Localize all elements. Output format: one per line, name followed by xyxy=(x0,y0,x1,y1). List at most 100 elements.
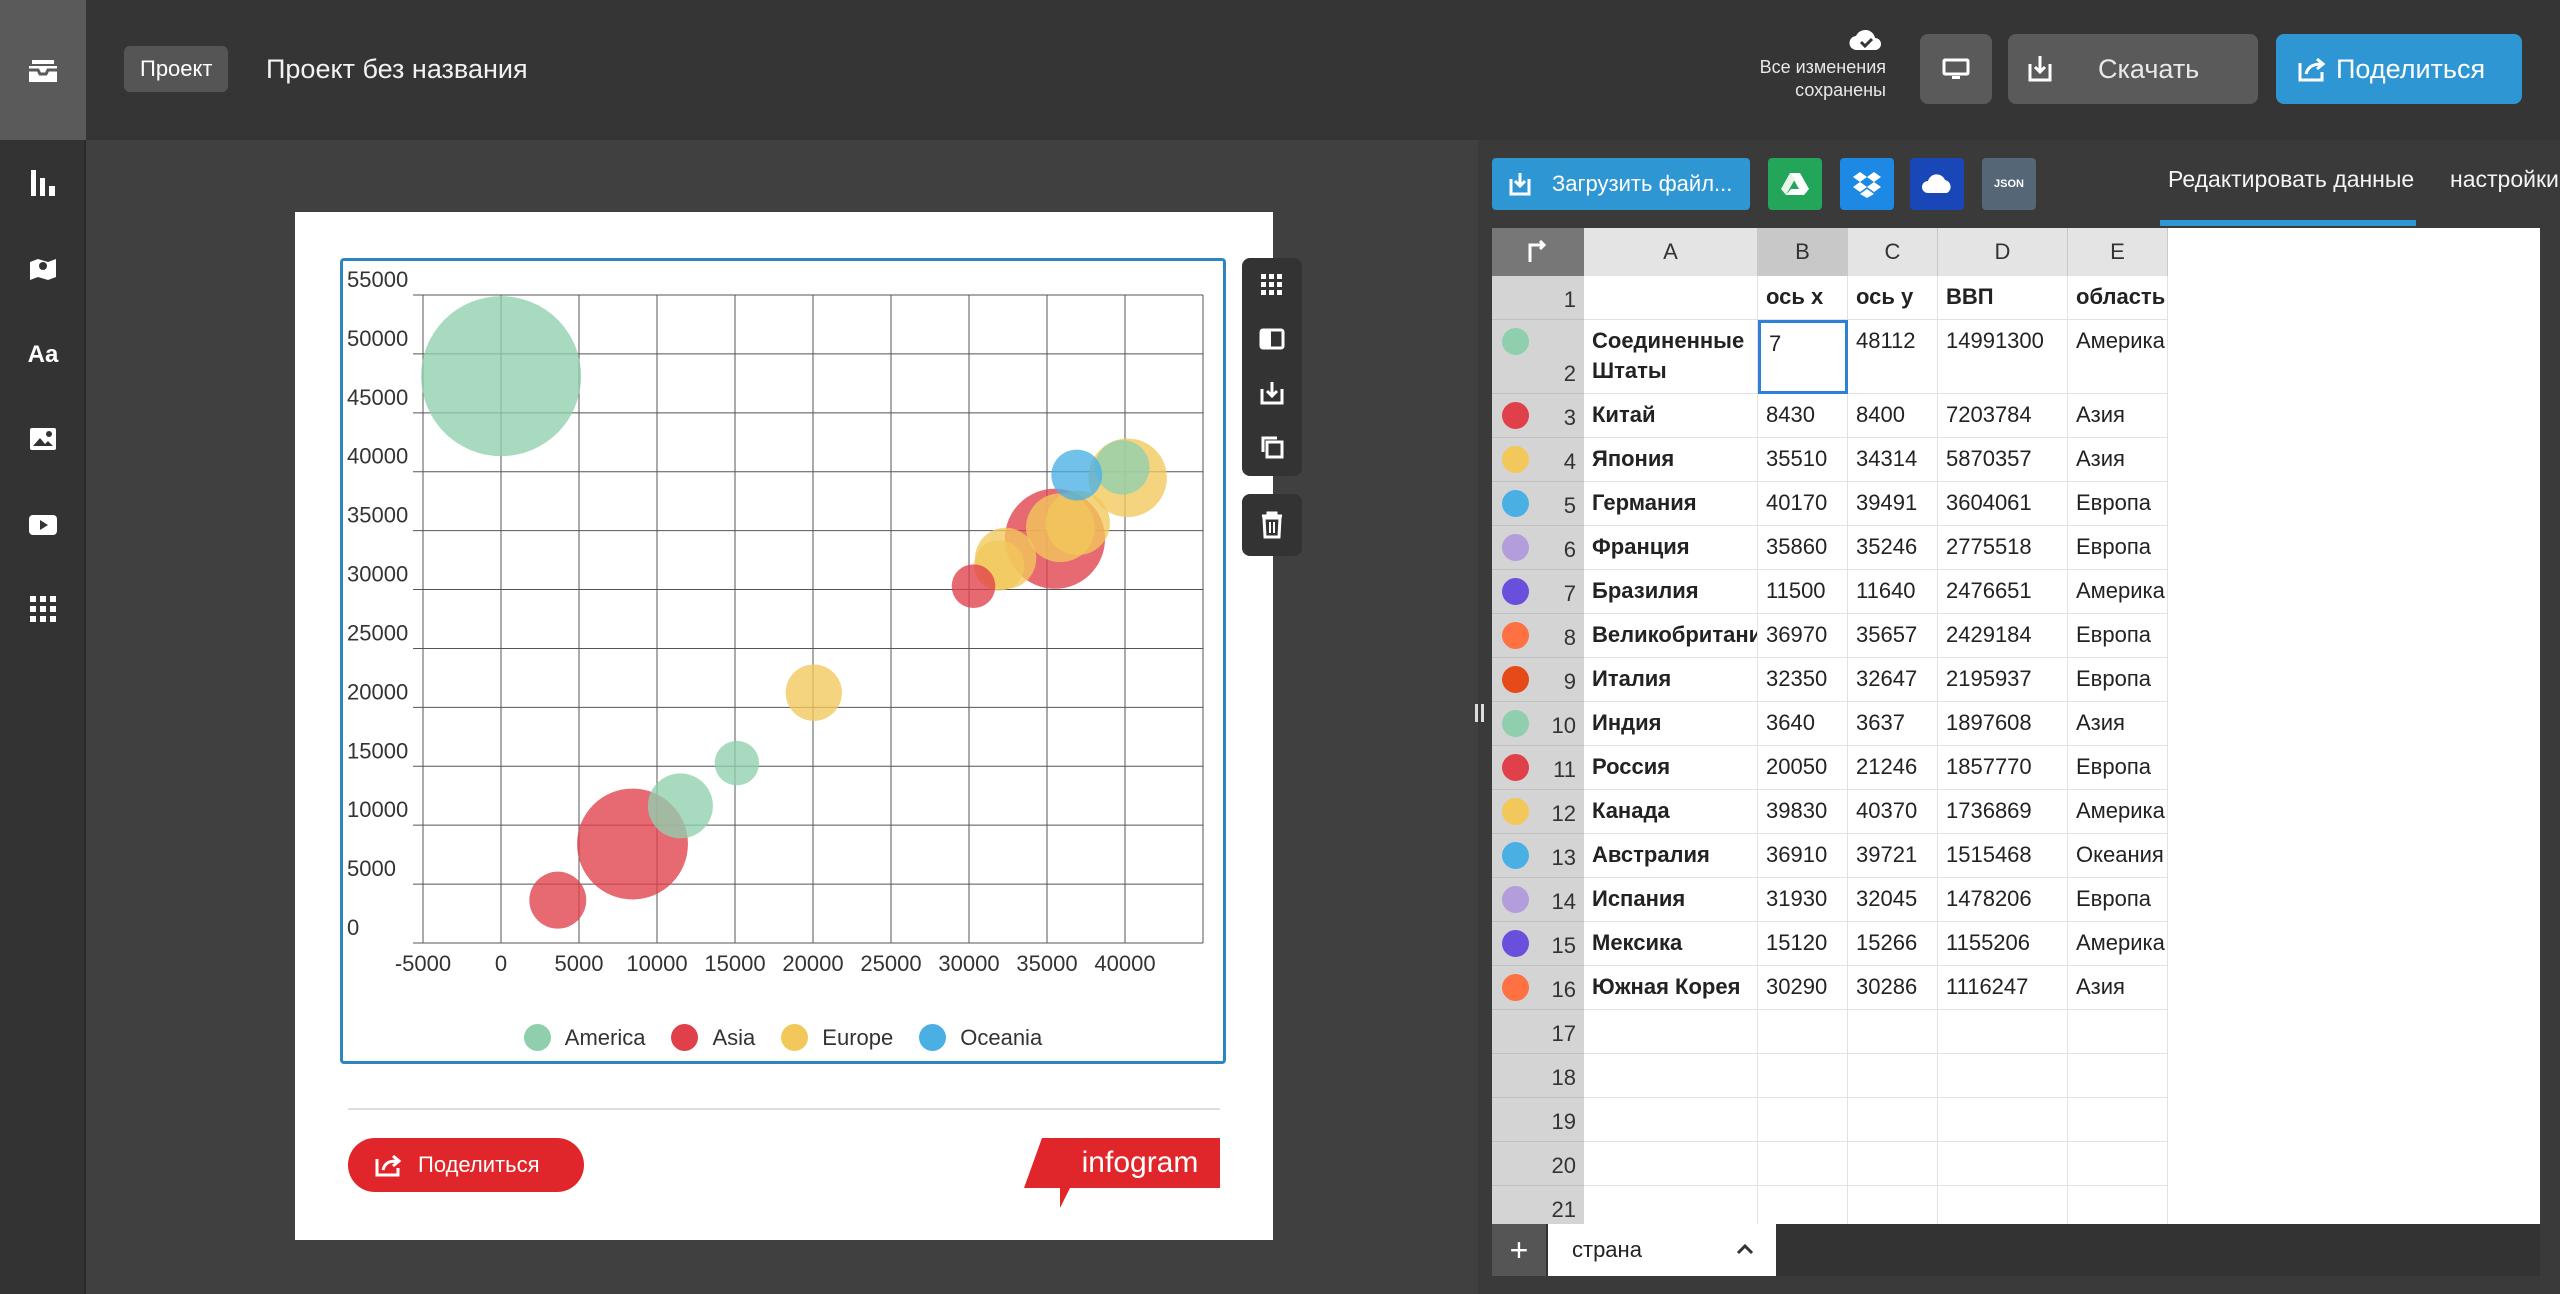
table-cell[interactable]: 1897608 xyxy=(1938,702,2068,746)
row-color-dot[interactable] xyxy=(1502,402,1529,429)
table-cell[interactable]: 2195937 xyxy=(1938,658,2068,702)
table-cell[interactable] xyxy=(1758,1142,1848,1186)
project-title[interactable]: Проект без названия xyxy=(266,54,528,84)
table-cell[interactable] xyxy=(1584,1098,1758,1142)
row-header[interactable]: 15 xyxy=(1492,922,1584,966)
row-color-dot[interactable] xyxy=(1502,622,1529,649)
column-header[interactable]: A xyxy=(1584,228,1758,276)
duplicate-tool-button[interactable] xyxy=(1242,420,1302,474)
table-cell[interactable]: 2775518 xyxy=(1938,526,2068,570)
table-cell[interactable]: 7203784 xyxy=(1938,394,2068,438)
table-cell[interactable]: 39721 xyxy=(1848,834,1938,878)
row-color-dot[interactable] xyxy=(1502,710,1529,737)
bubble-point[interactable] xyxy=(785,664,842,721)
row-header[interactable]: 17 xyxy=(1492,1010,1584,1054)
json-button[interactable]: JSON xyxy=(1982,158,2036,210)
table-cell[interactable]: Европа xyxy=(2068,482,2168,526)
onedrive-button[interactable] xyxy=(1910,158,1964,210)
row-header[interactable]: 18 xyxy=(1492,1054,1584,1098)
table-cell[interactable]: Австралия xyxy=(1584,834,1758,878)
row-color-dot[interactable] xyxy=(1502,974,1529,1001)
column-header[interactable]: E xyxy=(2068,228,2168,276)
row-header[interactable]: 9 xyxy=(1492,658,1584,702)
table-cell[interactable]: Китай xyxy=(1584,394,1758,438)
table-cell[interactable]: Япония xyxy=(1584,438,1758,482)
table-cell[interactable]: 11500 xyxy=(1758,570,1848,614)
table-cell[interactable]: Испания xyxy=(1584,878,1758,922)
table-cell[interactable]: 2476651 xyxy=(1938,570,2068,614)
add-sheet-button[interactable]: + xyxy=(1492,1224,1546,1276)
preview-button[interactable] xyxy=(1920,34,1992,104)
header-cell[interactable] xyxy=(1584,276,1758,320)
tab-settings[interactable]: настройки xyxy=(2450,166,2559,192)
table-cell[interactable] xyxy=(1758,1010,1848,1054)
infogram-logo[interactable]: infogram xyxy=(1024,1138,1220,1208)
table-cell[interactable] xyxy=(1758,1098,1848,1142)
table-cell[interactable]: 8430 xyxy=(1758,394,1848,438)
bubble-point[interactable] xyxy=(421,296,582,457)
table-cell[interactable] xyxy=(2068,1142,2168,1186)
maps-button[interactable] xyxy=(0,226,86,312)
row-header[interactable]: 19 xyxy=(1492,1098,1584,1142)
header-cell[interactable]: ось y xyxy=(1848,276,1938,320)
table-cell[interactable]: 35510 xyxy=(1758,438,1848,482)
table-cell[interactable]: 32647 xyxy=(1848,658,1938,702)
table-cell[interactable]: 1857770 xyxy=(1938,746,2068,790)
table-cell[interactable] xyxy=(1848,1186,1938,1224)
row-header[interactable]: 8 xyxy=(1492,614,1584,658)
table-cell[interactable]: Европа xyxy=(2068,878,2168,922)
video-button[interactable] xyxy=(0,482,86,568)
table-cell[interactable]: 40170 xyxy=(1758,482,1848,526)
table-cell[interactable]: 3637 xyxy=(1848,702,1938,746)
row-color-dot[interactable] xyxy=(1502,490,1529,517)
sheet-tab[interactable]: страна xyxy=(1548,1224,1776,1276)
table-cell[interactable]: 39830 xyxy=(1758,790,1848,834)
table-cell[interactable] xyxy=(1848,1142,1938,1186)
table-cell[interactable]: Европа xyxy=(2068,526,2168,570)
swap-tool-button[interactable] xyxy=(1242,312,1302,366)
elements-button[interactable] xyxy=(0,566,86,652)
table-cell[interactable] xyxy=(1758,1054,1848,1098)
panel-resize-handle[interactable] xyxy=(1474,704,1484,732)
table-cell[interactable]: 8400 xyxy=(1848,394,1938,438)
table-cell[interactable]: 32350 xyxy=(1758,658,1848,702)
table-cell[interactable] xyxy=(1848,1098,1938,1142)
row-color-dot[interactable] xyxy=(1502,798,1529,825)
table-cell[interactable] xyxy=(2068,1010,2168,1054)
legend-item-europe[interactable]: Europe xyxy=(781,1024,893,1051)
table-cell[interactable]: 35657 xyxy=(1848,614,1938,658)
row-header[interactable]: 3 xyxy=(1492,394,1584,438)
table-cell[interactable] xyxy=(1584,1010,1758,1054)
table-cell[interactable]: 21246 xyxy=(1848,746,1938,790)
table-cell[interactable]: Россия xyxy=(1584,746,1758,790)
row-header[interactable]: 13 xyxy=(1492,834,1584,878)
table-cell[interactable]: 39491 xyxy=(1848,482,1938,526)
project-tag[interactable]: Проект xyxy=(124,46,229,92)
table-cell[interactable]: 1155206 xyxy=(1938,922,2068,966)
legend-item-asia[interactable]: Asia xyxy=(671,1024,755,1051)
table-cell[interactable]: 34314 xyxy=(1848,438,1938,482)
row-header[interactable]: 4 xyxy=(1492,438,1584,482)
table-cell[interactable]: Океания xyxy=(2068,834,2168,878)
table-cell[interactable]: Европа xyxy=(2068,614,2168,658)
row-header[interactable]: 5 xyxy=(1492,482,1584,526)
row-header[interactable]: 21 xyxy=(1492,1186,1584,1224)
row-color-dot[interactable] xyxy=(1502,666,1529,693)
table-cell[interactable]: 20050 xyxy=(1758,746,1848,790)
table-cell[interactable]: 31930 xyxy=(1758,878,1848,922)
table-cell[interactable]: 2429184 xyxy=(1938,614,2068,658)
column-header[interactable]: D xyxy=(1938,228,2068,276)
google-drive-button[interactable] xyxy=(1768,158,1822,210)
row-header[interactable]: 1 xyxy=(1492,276,1584,320)
table-cell[interactable]: Америка xyxy=(2068,320,2168,394)
row-header[interactable]: 20 xyxy=(1492,1142,1584,1186)
column-header[interactable]: C xyxy=(1848,228,1938,276)
table-cell[interactable] xyxy=(1938,1142,2068,1186)
legend-item-america[interactable]: America xyxy=(523,1024,645,1051)
table-cell[interactable]: 11640 xyxy=(1848,570,1938,614)
table-cell[interactable]: 35246 xyxy=(1848,526,1938,570)
table-cell[interactable]: 15120 xyxy=(1758,922,1848,966)
table-cell[interactable]: Америка xyxy=(2068,570,2168,614)
row-header[interactable]: 16 xyxy=(1492,966,1584,1010)
table-cell[interactable]: Мексика xyxy=(1584,922,1758,966)
